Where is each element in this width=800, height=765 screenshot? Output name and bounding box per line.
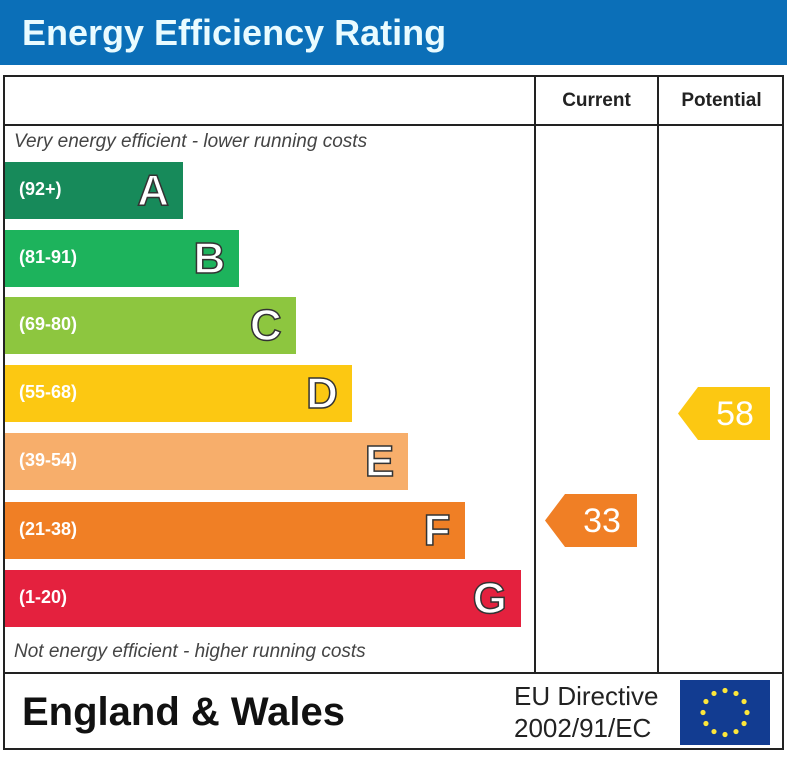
band-bar-c: (69-80) C [5,297,296,354]
star-icon [722,687,728,694]
band-letter: G [472,573,508,624]
band-range: (81-91) [19,247,78,267]
arrow-shape [678,387,770,440]
star-icon [741,698,747,705]
title-bar: Energy Efficiency Rating [0,0,787,65]
band-letter: F [423,505,451,556]
star-icon [722,731,728,738]
divider [3,672,784,674]
star-icon [733,690,739,697]
rating-table [3,75,784,750]
divider [534,75,536,673]
page-title: Energy Efficiency Rating [22,12,447,53]
band-bar-e: (39-54) E [5,433,409,490]
band-range: (55-68) [19,382,78,402]
band-bar-g: (1-20) G [5,570,521,627]
potential-column-header: Potential [681,90,762,111]
eu-flag-icon [680,680,770,745]
band-bar-a: (92+) A [5,162,183,219]
region-label: England & Wales [22,690,346,734]
star-icon [711,690,717,697]
star-icon [744,709,750,716]
band-letter: D [305,368,338,419]
band-letter: E [364,436,395,487]
band-range: (21-38) [19,519,78,539]
band-range: (1-20) [19,587,68,607]
top-note: Very energy efficient - lower running co… [14,131,368,152]
potential-rating-value: 58 [716,395,754,433]
band-range: (39-54) [19,450,78,470]
band-range: (69-80) [19,314,78,334]
divider [657,75,659,673]
band-letter: C [249,300,282,351]
directive-label: EU Directive 2002/91/EC [514,680,658,744]
star-icon [741,720,747,727]
band-letter: A [136,165,169,216]
band-bar-d: (55-68) D [5,365,352,422]
directive-line1: EU Directive [514,681,659,711]
arrow-shape [545,494,637,547]
current-column-header: Current [562,90,631,111]
band-bar-f: (21-38) F [5,502,465,559]
directive-line2: 2002/91/EC [514,713,652,743]
potential-rating-arrow: 58 [678,387,770,440]
divider [3,124,784,126]
star-icon [703,720,709,727]
star-icon [703,698,709,705]
star-icon [733,728,739,735]
band-range: (92+) [19,179,62,199]
band-letter: B [193,233,226,284]
band-bar-b: (81-91) B [5,230,240,287]
bottom-note: Not energy efficient - higher running co… [14,641,366,662]
current-rating-arrow: 33 [545,494,637,547]
star-icon [700,709,706,716]
star-icon [711,728,717,735]
current-rating-value: 33 [583,502,621,540]
